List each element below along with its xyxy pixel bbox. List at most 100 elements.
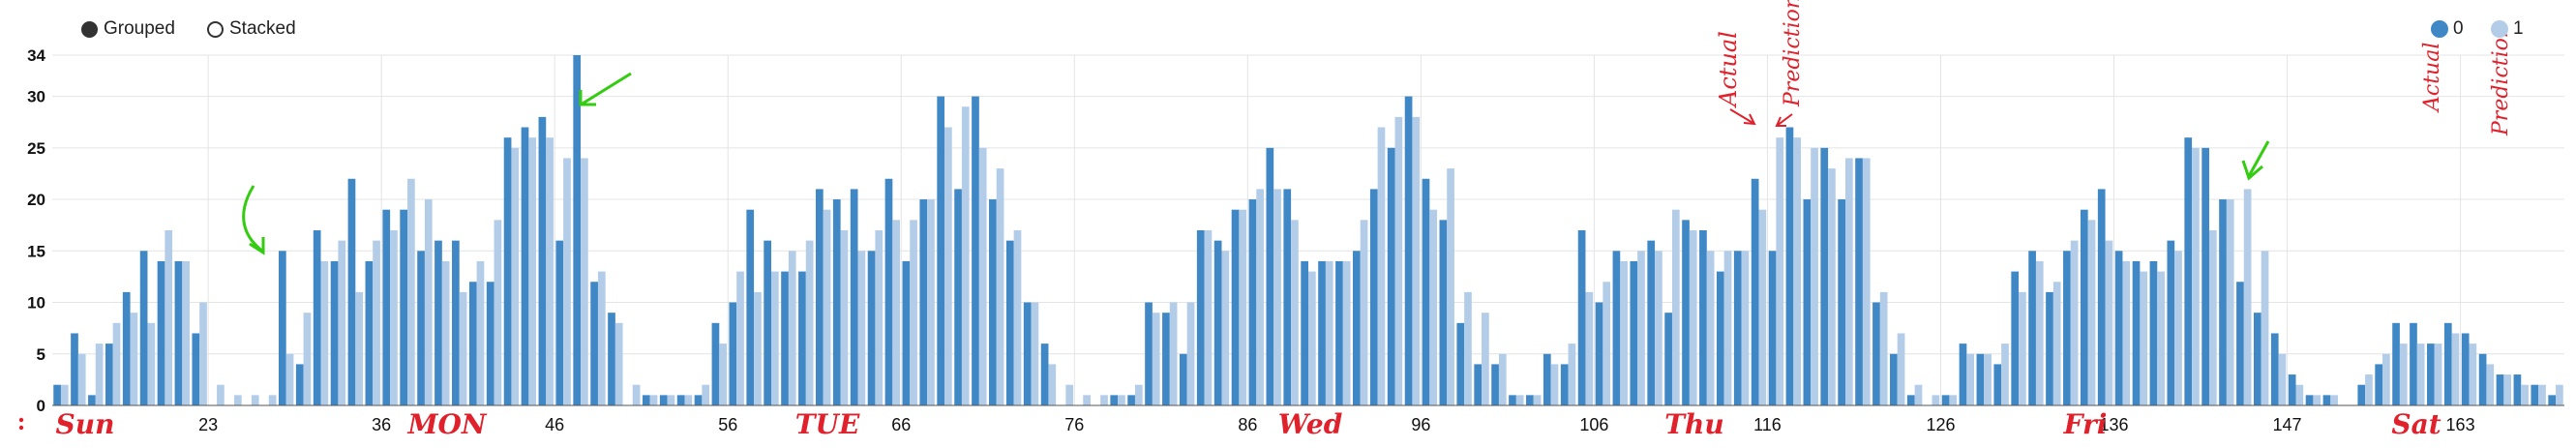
bar-series-0[interactable]	[2392, 322, 2400, 405]
bar-series-1[interactable]	[1031, 302, 1039, 405]
bar-series-1[interactable]	[60, 384, 69, 405]
bar-series-1[interactable]	[2434, 343, 2442, 405]
bar-series-0[interactable]	[555, 240, 564, 405]
bar-series-1[interactable]	[130, 313, 138, 405]
bar-series-0[interactable]	[2270, 333, 2279, 405]
bar-series-0[interactable]	[1664, 313, 1672, 405]
bar-series-1[interactable]	[1845, 158, 1853, 405]
bar-series-1[interactable]	[233, 395, 242, 405]
bar-series-0[interactable]	[365, 260, 374, 405]
bar-series-1[interactable]	[1828, 168, 1836, 405]
bar-series-0[interactable]	[2063, 251, 2071, 405]
bar-series-0[interactable]	[711, 322, 720, 405]
bar-series-1[interactable]	[147, 322, 156, 405]
bar-series-0[interactable]	[347, 178, 356, 405]
bar-series-1[interactable]	[1221, 251, 1230, 405]
bar-series-0[interactable]	[573, 55, 582, 405]
bar-series-1[interactable]	[702, 384, 710, 405]
bar-series-0[interactable]	[2253, 313, 2261, 405]
bar-series-0[interactable]	[139, 251, 148, 405]
bar-series-1[interactable]	[1897, 333, 1905, 405]
bar-series-1[interactable]	[1585, 291, 1594, 405]
bar-series-0[interactable]	[1976, 353, 1985, 405]
bar-series-1[interactable]	[1568, 343, 1576, 405]
bar-series-0[interactable]	[71, 333, 78, 405]
bar-series-1[interactable]	[1083, 395, 1091, 405]
bar-series-1[interactable]	[441, 260, 450, 405]
bar-series-1[interactable]	[2278, 353, 2287, 405]
bar-series-1[interactable]	[1637, 251, 1645, 405]
bar-series-1[interactable]	[2295, 384, 2304, 405]
bar-series-0[interactable]	[1647, 240, 1656, 405]
bar-series-1[interactable]	[667, 395, 675, 405]
bar-series-1[interactable]	[614, 322, 623, 405]
bar-series-1[interactable]	[1515, 395, 1524, 405]
bar-series-0[interactable]	[2114, 251, 2123, 405]
bar-series-1[interactable]	[2140, 271, 2148, 405]
bar-series-1[interactable]	[1412, 116, 1421, 405]
bar-series-0[interactable]	[937, 96, 945, 406]
bar-series-0[interactable]	[313, 230, 321, 405]
bar-series-0[interactable]	[1179, 353, 1187, 405]
bar-series-1[interactable]	[77, 353, 86, 405]
bar-series-1[interactable]	[1533, 395, 1542, 405]
bar-series-1[interactable]	[1655, 251, 1662, 405]
bar-series-1[interactable]	[251, 395, 259, 405]
bar-series-1[interactable]	[1013, 230, 1022, 405]
bar-series-1[interactable]	[1256, 189, 1264, 405]
bar-series-0[interactable]	[2011, 271, 2020, 405]
bar-series-0[interactable]	[192, 333, 200, 405]
bar-series-0[interactable]	[330, 260, 339, 405]
bar-series-0[interactable]	[694, 395, 703, 405]
bar-series-1[interactable]	[1291, 220, 1299, 405]
bar-series-0[interactable]	[53, 384, 61, 405]
bar-series-1[interactable]	[285, 353, 294, 405]
bar-series-1[interactable]	[770, 271, 779, 405]
bar-series-1[interactable]	[1152, 313, 1160, 405]
bar-series-0[interactable]	[781, 271, 789, 405]
bar-series-0[interactable]	[1248, 199, 1257, 405]
bar-series-0[interactable]	[989, 199, 997, 405]
bar-series-0[interactable]	[1474, 364, 1483, 405]
bar-series-0[interactable]	[503, 137, 512, 406]
bar-series-1[interactable]	[1360, 220, 1368, 405]
bar-series-0[interactable]	[2288, 374, 2296, 405]
bar-series-1[interactable]	[2382, 353, 2390, 405]
bar-series-1[interactable]	[303, 313, 312, 405]
bar-series-1[interactable]	[2157, 271, 2165, 405]
bar-series-0[interactable]	[1872, 302, 1880, 405]
bar-series-1[interactable]	[2174, 251, 2182, 405]
bar-series-1[interactable]	[1377, 127, 1386, 405]
grouped-radio[interactable]: Grouped	[81, 15, 175, 43]
bar-series-0[interactable]	[1890, 353, 1898, 405]
bar-series-0[interactable]	[400, 209, 408, 405]
bar-series-1[interactable]	[165, 230, 173, 405]
bar-series-1[interactable]	[1620, 260, 1628, 405]
bar-series-1[interactable]	[1100, 395, 1108, 405]
bar-series-0[interactable]	[1110, 395, 1119, 405]
bar-series-1[interactable]	[424, 199, 433, 405]
bar-series-0[interactable]	[1318, 260, 1326, 405]
bar-series-0[interactable]	[832, 199, 841, 405]
bar-series-0[interactable]	[278, 251, 286, 405]
bar-series-1[interactable]	[1706, 251, 1715, 405]
bar-series-0[interactable]	[417, 251, 425, 405]
bar-series-0[interactable]	[764, 240, 771, 405]
bar-series-0[interactable]	[1595, 302, 1603, 405]
bar-series-0[interactable]	[538, 116, 547, 405]
bar-series-0[interactable]	[1213, 240, 1222, 405]
bar-series-0[interactable]	[729, 302, 737, 405]
bar-series-1[interactable]	[1239, 209, 1247, 405]
stacked-radio-icon[interactable]	[207, 20, 224, 38]
bar-series-0[interactable]	[295, 364, 304, 405]
bar-series-0[interactable]	[1023, 302, 1032, 405]
bar-series-1[interactable]	[1204, 230, 1213, 405]
bar-series-0[interactable]	[1560, 364, 1569, 405]
bar-series-0[interactable]	[972, 96, 979, 406]
bar-series-0[interactable]	[452, 240, 460, 405]
bar-series-1[interactable]	[1118, 395, 1125, 405]
bar-series-0[interactable]	[2097, 189, 2106, 405]
bar-series-1[interactable]	[1603, 282, 1611, 405]
bar-series-0[interactable]	[1509, 395, 1516, 405]
bar-series-1[interactable]	[390, 230, 398, 405]
